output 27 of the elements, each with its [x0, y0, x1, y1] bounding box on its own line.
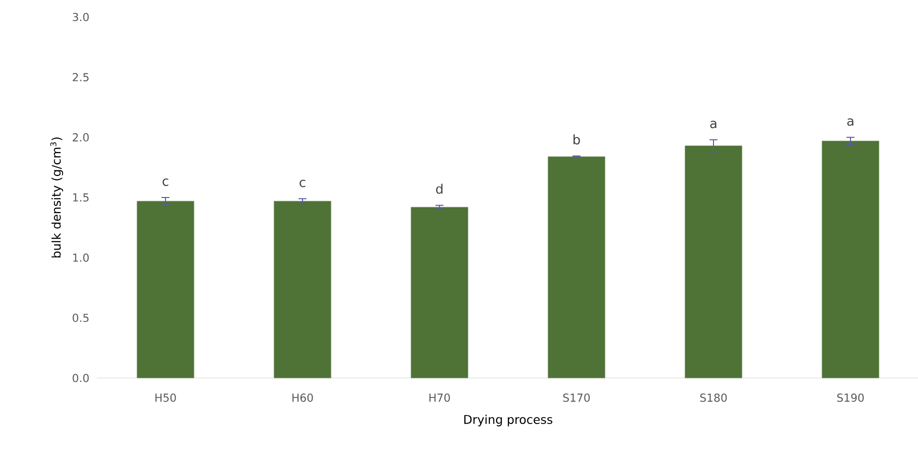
x-tick-label: H70: [429, 394, 450, 402]
y-tick-label: 0.5: [72, 314, 89, 322]
annotation: c: [162, 178, 168, 186]
x-tick-label: S180: [700, 394, 727, 402]
bar: [548, 156, 606, 378]
y-tick-label: 3.0: [72, 12, 89, 22]
y-axis-title: bulk density (g/cm$^{3}$): [50, 138, 64, 258]
x-tick-label: S170: [563, 394, 590, 402]
x-tick-label: S190: [837, 394, 864, 402]
annotation: a: [710, 120, 716, 128]
x-tick-label: H60: [292, 394, 313, 402]
bar: [684, 146, 742, 378]
bar: [822, 140, 880, 378]
annotation: a: [847, 118, 854, 126]
y-tick-label: 1.0: [73, 254, 89, 262]
annotation: d: [436, 184, 442, 194]
annotation: c: [300, 180, 306, 188]
bar: [274, 200, 332, 378]
annotation: b: [574, 134, 580, 144]
y-tick-label: 2.0: [72, 133, 89, 142]
x-tick-label: H50: [155, 394, 176, 402]
y-tick-label: 1.5: [73, 193, 89, 202]
bar: [410, 206, 468, 378]
y-tick-label: 2.5: [72, 73, 89, 82]
bar: [136, 200, 194, 378]
x-axis-title: Drying process: [464, 414, 552, 426]
y-tick-label: 0.0: [72, 374, 89, 382]
